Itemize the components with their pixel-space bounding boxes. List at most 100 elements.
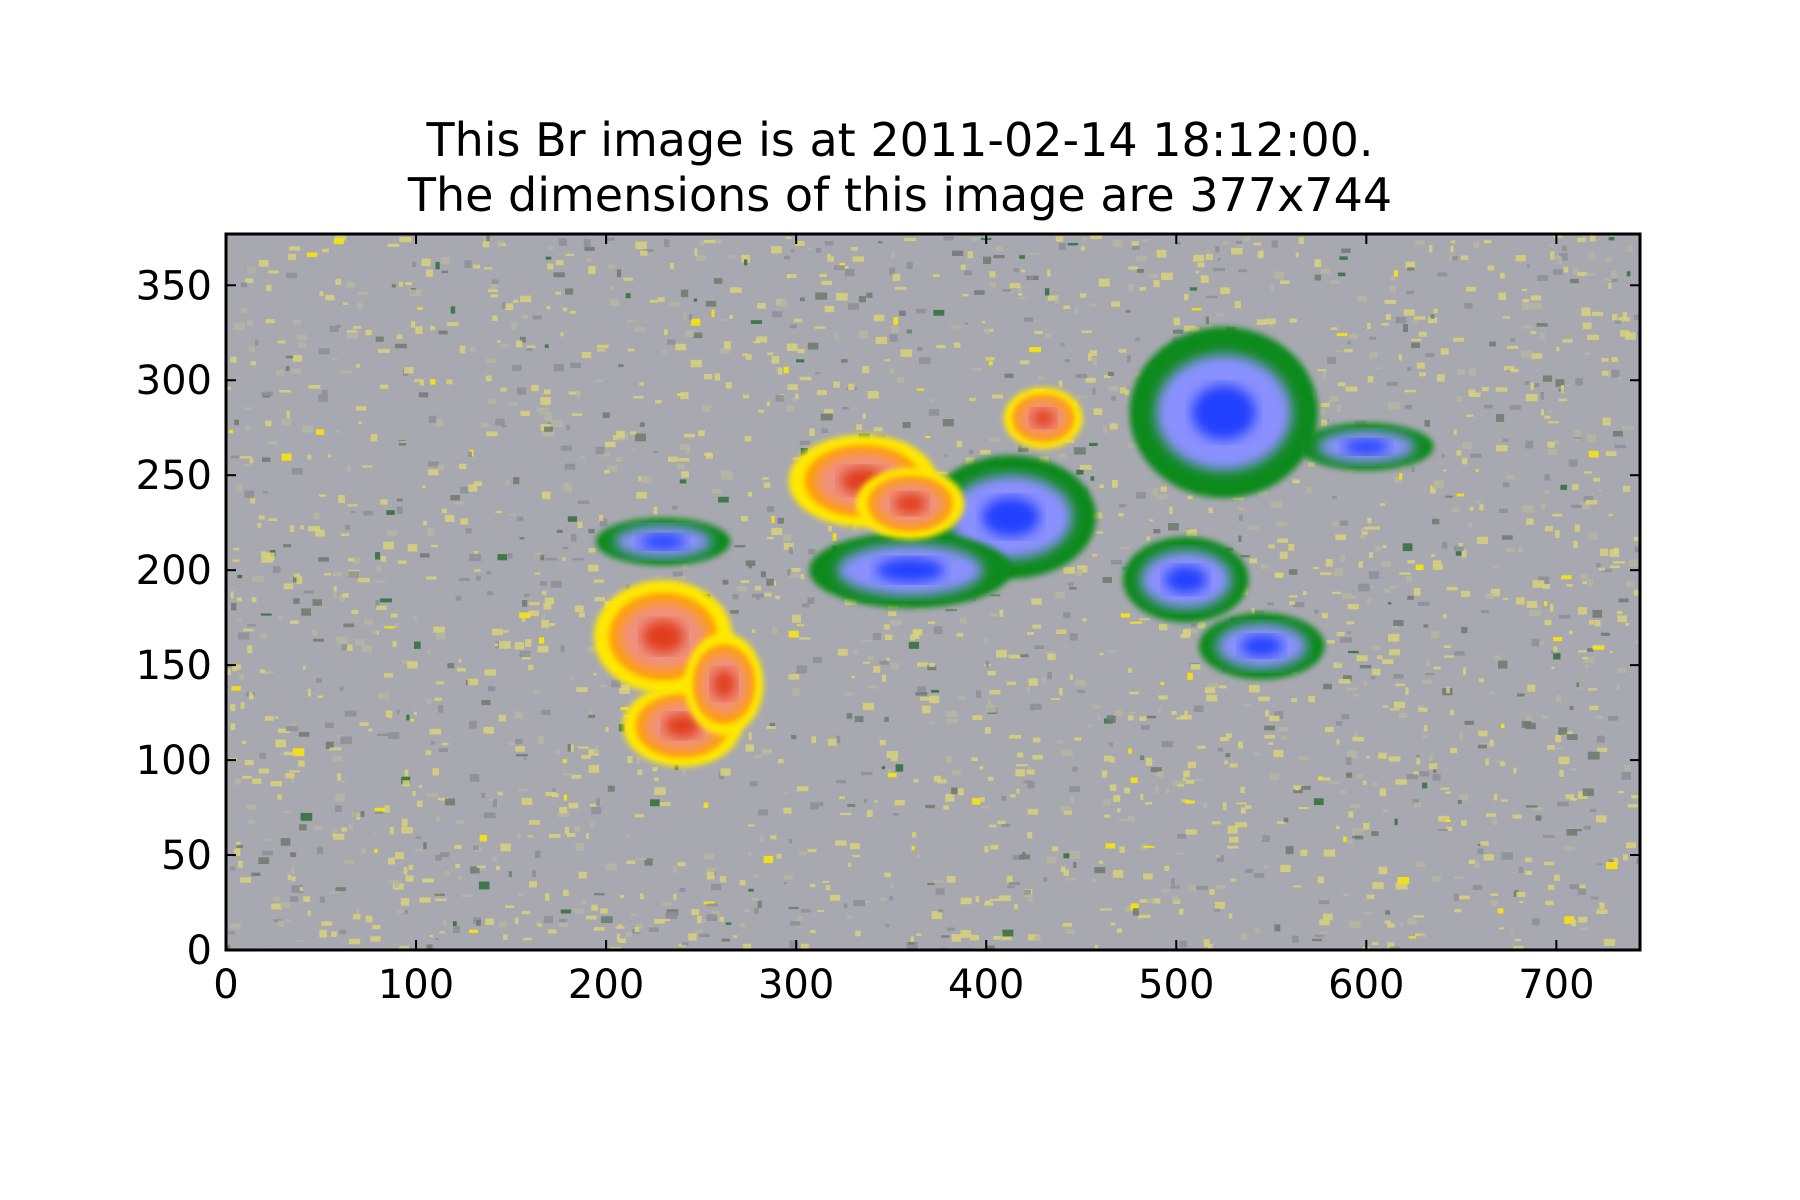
speckle	[334, 805, 342, 813]
speckle	[1088, 353, 1092, 361]
speckle	[566, 833, 576, 837]
speckle	[263, 838, 272, 841]
speckle	[531, 384, 539, 392]
speckle	[742, 943, 752, 950]
speckle	[827, 256, 834, 262]
speckle	[1060, 806, 1071, 812]
speckle	[1361, 912, 1373, 915]
speckle	[653, 450, 659, 454]
speckle	[1515, 255, 1526, 262]
speckle	[594, 893, 605, 896]
speckle	[750, 320, 762, 324]
speckle	[596, 798, 600, 806]
speckle	[964, 322, 968, 325]
speckle	[1058, 242, 1066, 251]
speckle	[1454, 876, 1464, 880]
speckle	[340, 736, 352, 745]
speckle	[1150, 767, 1162, 773]
speckle	[468, 484, 478, 492]
speckle	[1382, 808, 1389, 813]
speckle	[1417, 601, 1430, 606]
speckle	[1420, 933, 1426, 938]
speckle	[434, 697, 442, 701]
speckle	[487, 398, 497, 404]
speckle	[490, 294, 499, 298]
speckle	[325, 741, 334, 749]
speckle	[594, 597, 605, 602]
speckle	[1592, 609, 1602, 618]
speckle	[1418, 771, 1430, 777]
speckle	[1393, 701, 1405, 708]
speckle	[1575, 378, 1583, 386]
speckle	[887, 773, 897, 778]
speckle	[1289, 601, 1296, 605]
speckle	[1078, 395, 1088, 399]
speckle	[1529, 610, 1541, 617]
speckle	[1188, 884, 1198, 892]
speckle	[492, 315, 498, 321]
speckle	[1461, 820, 1467, 826]
speckle	[1441, 454, 1445, 458]
speckle	[539, 581, 547, 586]
speckle	[1454, 909, 1462, 913]
speckle	[783, 807, 792, 814]
speckle	[1378, 866, 1388, 875]
speckle	[251, 597, 257, 603]
speckle	[500, 387, 507, 392]
speckle	[334, 234, 347, 241]
speckle	[1551, 666, 1555, 670]
speckle	[1118, 349, 1127, 353]
speckle	[706, 871, 715, 880]
speckle	[815, 248, 822, 253]
speckle	[1524, 381, 1530, 385]
speckle	[1229, 763, 1238, 768]
speckle	[1192, 779, 1204, 782]
speckle	[1550, 603, 1554, 612]
speckle	[1092, 553, 1098, 557]
speckle	[1118, 818, 1128, 821]
speckle	[370, 936, 381, 942]
speckle	[1056, 629, 1067, 634]
speckle	[434, 938, 440, 940]
speckle	[1502, 482, 1510, 488]
speckle	[742, 353, 748, 356]
speckle	[303, 896, 311, 902]
speckle	[1332, 495, 1337, 499]
speckle	[1545, 900, 1554, 906]
speckle	[355, 908, 360, 916]
speckle	[847, 303, 860, 310]
speckle	[1569, 798, 1578, 801]
speckle	[985, 660, 989, 668]
speckle	[403, 866, 408, 875]
speckle	[1523, 325, 1532, 329]
speckle	[423, 520, 427, 526]
speckle	[786, 343, 798, 352]
speckle	[929, 695, 940, 704]
speckle	[234, 419, 239, 426]
speckle	[719, 876, 726, 883]
speckle	[355, 639, 365, 646]
speckle	[1437, 272, 1448, 277]
speckle	[498, 641, 511, 649]
speckle	[921, 705, 931, 714]
speckle	[1143, 238, 1149, 242]
speckle	[340, 780, 346, 783]
speckle	[630, 431, 636, 435]
y-tick-label: 200	[136, 548, 212, 594]
speckle	[429, 934, 434, 938]
speckle	[993, 936, 1002, 940]
speckle	[392, 640, 397, 647]
speckle	[544, 344, 549, 348]
speckle	[1028, 275, 1034, 280]
speckle	[1565, 794, 1574, 799]
speckle	[447, 322, 459, 327]
speckle	[993, 255, 1005, 259]
speckle	[461, 894, 474, 898]
speckle	[1587, 751, 1600, 760]
speckle	[1422, 782, 1428, 789]
speckle	[913, 778, 919, 783]
speckle	[1124, 787, 1130, 794]
speckle	[957, 788, 964, 796]
speckle	[500, 843, 511, 852]
